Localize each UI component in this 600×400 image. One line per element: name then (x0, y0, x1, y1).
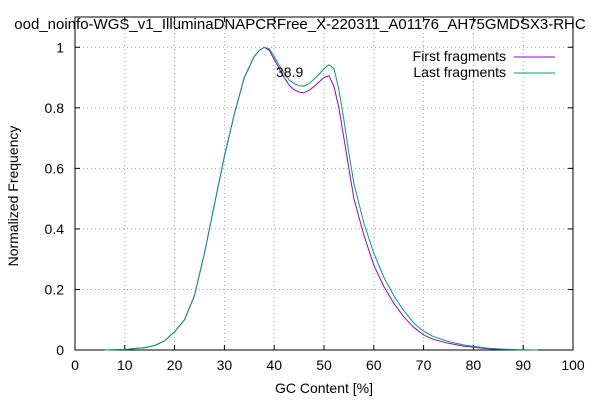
x-tick-label: 40 (266, 357, 282, 373)
y-tick-label: 0.6 (45, 160, 65, 176)
x-axis-tick-labels: 0 10 20 30 40 50 60 70 80 90 100 (71, 357, 585, 373)
y-tick-label: 0.2 (45, 281, 65, 297)
y-tick-label: 0.4 (45, 221, 65, 237)
chart-title: ood_noinfo-WGS_v1_IlluminaDNAPCRFree_X-2… (14, 16, 586, 33)
grid (75, 17, 573, 350)
series-line-first-fragments (104, 46, 524, 351)
x-tick-label: 100 (561, 357, 585, 373)
legend: First fragments Last fragments (413, 48, 555, 80)
y-tick-label: 0.8 (45, 100, 65, 116)
x-tick-label: 50 (316, 357, 332, 373)
x-tick-label: 30 (217, 357, 233, 373)
x-tick-label: 60 (366, 357, 382, 373)
series-lines (104, 46, 539, 351)
x-tick-label: 70 (416, 357, 432, 373)
x-tick-label: 0 (71, 357, 79, 373)
y-tick-label: 0 (56, 342, 64, 358)
x-tick-label: 90 (515, 357, 531, 373)
y-tick-label: 1 (56, 39, 64, 55)
legend-label-last-fragments: Last fragments (413, 64, 506, 80)
y-axis-label: Normalized Frequency (5, 126, 21, 267)
peak-annotation: 38.9 (276, 64, 303, 80)
series-line-last-fragments (104, 46, 539, 351)
x-tick-label: 10 (117, 357, 133, 373)
x-tick-label: 80 (466, 357, 482, 373)
y-axis-tick-labels: 0 0.2 0.4 0.6 0.8 1 (45, 39, 65, 358)
legend-label-first-fragments: First fragments (413, 48, 506, 64)
x-axis-label: GC Content [%] (275, 380, 373, 396)
x-tick-label: 20 (167, 357, 183, 373)
